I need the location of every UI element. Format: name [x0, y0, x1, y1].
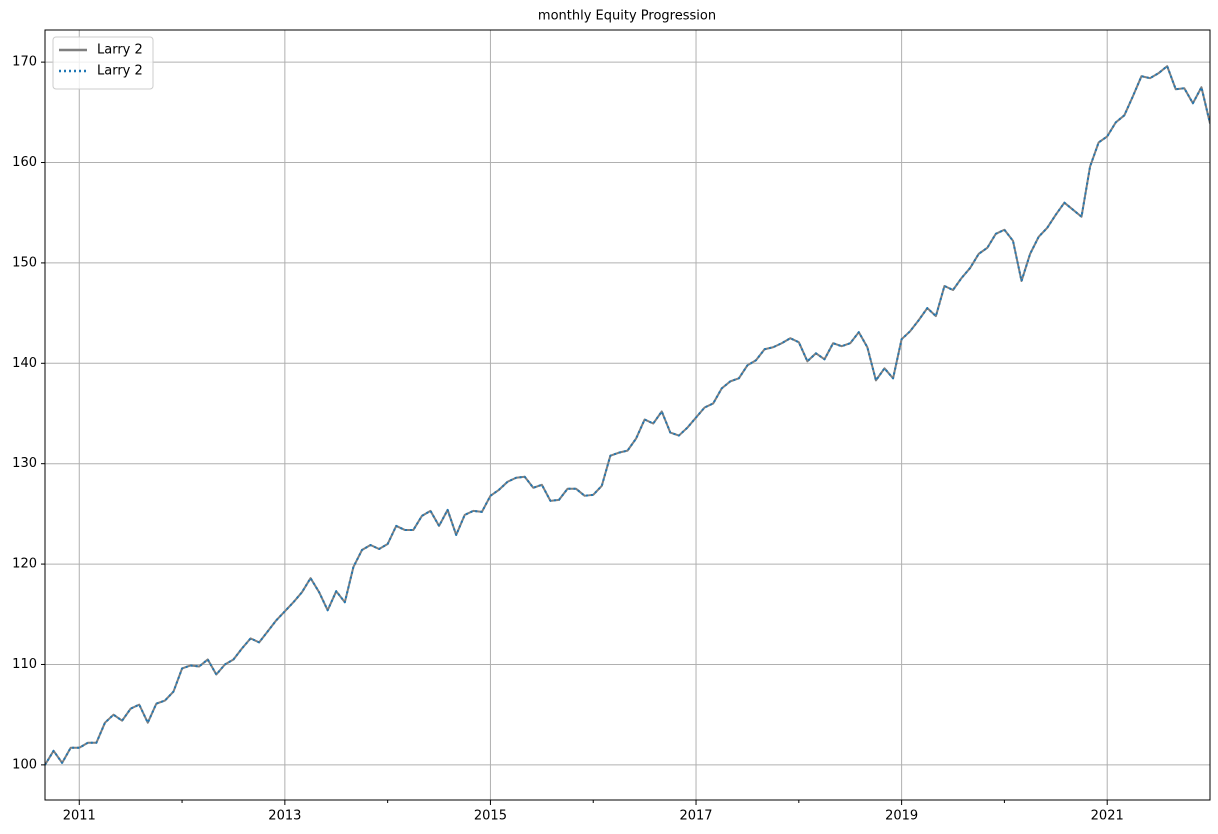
chart-title: monthly Equity Progression	[538, 9, 716, 24]
x-tick-label: 2013	[268, 809, 301, 824]
y-tick-label: 160	[12, 155, 37, 170]
x-tick-label: 2015	[474, 809, 507, 824]
x-tick-label: 2017	[679, 809, 712, 824]
y-tick-label: 150	[12, 255, 37, 270]
series-line	[45, 65, 1210, 766]
plot-lines	[45, 65, 1210, 766]
x-tick-label: 2021	[1091, 809, 1124, 824]
x-tick-label: 2019	[885, 809, 918, 824]
x-tick-label: 2011	[63, 809, 96, 824]
legend-label: Larry 2	[97, 64, 143, 79]
legend-label: Larry 2	[97, 43, 143, 58]
y-tick-label: 110	[12, 657, 37, 672]
plot-frame	[44, 29, 1211, 801]
y-tick-label: 100	[12, 757, 37, 772]
y-tick-label: 140	[12, 356, 37, 371]
y-tick-label: 130	[12, 456, 37, 471]
y-tick-label: 170	[12, 55, 37, 70]
y-tick-label: 120	[12, 557, 37, 572]
series-line	[45, 65, 1210, 766]
